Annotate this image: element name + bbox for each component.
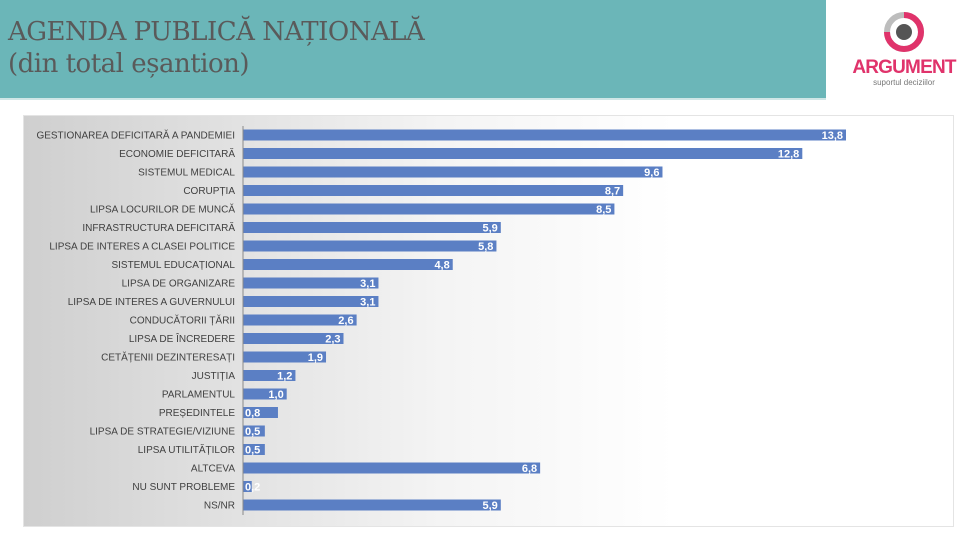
title-line-1: AGENDA PUBLICĂ NAȚIONALĂ (8, 17, 425, 47)
bar (243, 481, 252, 492)
header-banner: AGENDA PUBLICĂ NAȚIONALĂ (din total eșan… (0, 0, 826, 100)
data-label: 9,6 (644, 167, 659, 179)
data-label: 13,8 (822, 130, 843, 142)
data-label: 8,5 (596, 204, 611, 216)
bar (243, 370, 296, 381)
data-label: 3,1 (360, 297, 375, 309)
chart-panel: GESTIONAREA DEFICITARĂ A PANDEMIEI 13,8 EC… (23, 115, 954, 527)
category-label: LIPSA UTILITĂȚILOR (138, 443, 235, 456)
data-label: 0,5 (245, 445, 260, 457)
category-label: NU SUNT PROBLEME (132, 482, 235, 493)
bar (243, 277, 379, 289)
data-label: 12,8 (778, 149, 799, 161)
category-label: SISTEMUL MEDICAL (138, 168, 235, 179)
bar (243, 296, 379, 307)
logo-ring-icon (884, 12, 924, 52)
category-label: LIPSA DE ORGANIZARE (122, 279, 236, 290)
bar (243, 351, 327, 363)
data-label: 3,1 (360, 278, 375, 290)
bar (243, 314, 357, 326)
data-label: 1,9 (308, 352, 323, 364)
data-label: 8,7 (605, 186, 620, 198)
argument-logo: ARGUMENT suportul deciziilor (846, 10, 962, 90)
category-label: CORUPȚIA (183, 186, 235, 197)
category-label: CETĂȚENII DEZINTERESAȚI (101, 351, 235, 364)
bar (243, 148, 803, 159)
category-label: CONDUCĂTORII ȚĂRII (130, 314, 235, 327)
bar (243, 444, 265, 455)
category-label: PARLAMENTUL (162, 390, 236, 401)
bar (243, 203, 615, 215)
bar (243, 333, 344, 344)
category-label: ALTCEVA (191, 464, 235, 475)
category-label: LIPSA DE STRATEGIE/VIZIUNE (90, 427, 236, 438)
data-label: 0,5 (245, 426, 260, 438)
data-label: 0,2 (245, 482, 260, 494)
data-label: 5,9 (483, 500, 498, 512)
category-label: LIPSA DE ÎNCREDERE (129, 332, 235, 345)
bar (243, 407, 278, 418)
category-label: JUSTIȚIA (192, 371, 236, 382)
page-title: AGENDA PUBLICĂ NAȚIONALĂ (din total eșan… (8, 16, 425, 80)
data-label: 1,0 (268, 389, 283, 401)
bar (243, 259, 453, 270)
bar (243, 240, 497, 252)
category-label: NS/NR (204, 501, 235, 512)
bar (243, 499, 501, 511)
logo-name: ARGUMENT (852, 57, 956, 78)
title-line-2: (din total eșantion) (8, 49, 250, 79)
category-label: LIPSA LOCURILOR DE MUNCĂ (90, 203, 235, 216)
category-label: ECONOMIE DEFICITARĂ (119, 147, 235, 160)
bar (243, 185, 624, 196)
category-label: LIPSA DE INTERES A GUVERNULUI (68, 297, 235, 308)
bar (243, 388, 287, 400)
logo-tagline: suportul deciziilor (873, 78, 935, 87)
data-label: 1,2 (277, 371, 292, 383)
bar (243, 462, 541, 474)
bar (243, 222, 501, 233)
category-label: PREȘEDINTELE (159, 408, 235, 419)
data-label: 4,8 (434, 260, 449, 272)
data-label: 5,9 (483, 223, 498, 235)
bar (243, 166, 663, 178)
data-label: 6,8 (522, 463, 537, 475)
data-label: 2,6 (338, 315, 353, 327)
bar-chart: GESTIONAREA DEFICITARĂ A PANDEMIEI 13,8 EC… (36, 126, 846, 515)
data-label: 2,3 (325, 334, 340, 346)
bar (243, 425, 265, 437)
category-label: INFRASTRUCTURA DEFICITARĂ (82, 221, 235, 234)
category-label: GESTIONAREA DEFICITARĂ A PANDEMIEI (36, 129, 235, 142)
data-label: 0,8 (245, 408, 260, 420)
category-label: SISTEMUL EDUCAȚIONAL (111, 260, 235, 271)
data-label: 5,8 (478, 241, 493, 253)
category-label: LIPSA DE INTERES A CLASEI POLITICE (49, 242, 235, 253)
bar (243, 129, 846, 141)
